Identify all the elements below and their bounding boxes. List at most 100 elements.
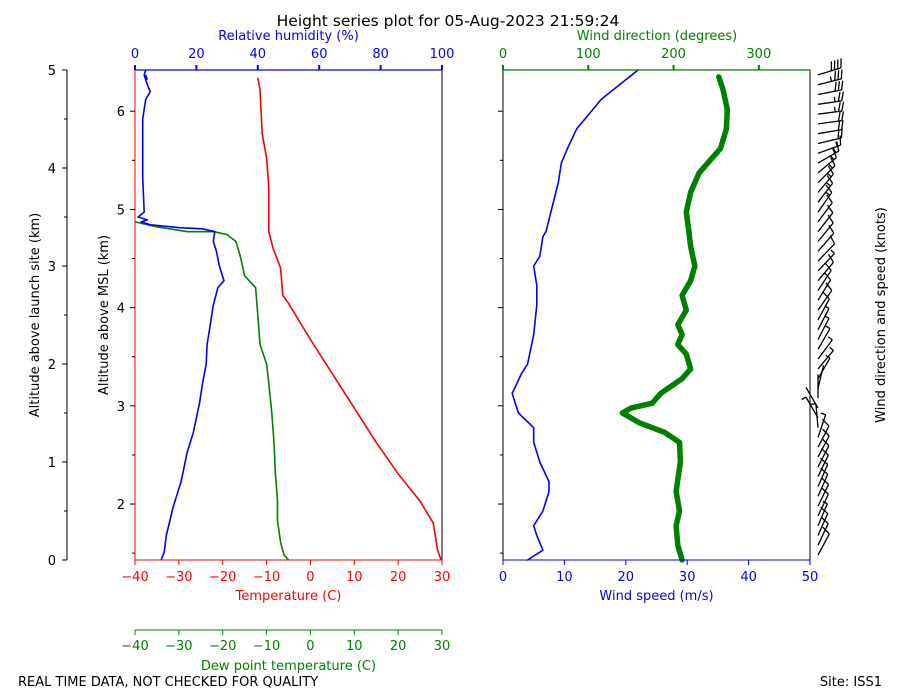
wind-barb <box>817 91 844 105</box>
wind-barb-flag <box>840 80 844 91</box>
wind-barb <box>817 175 834 203</box>
temperature-tick-label: 30 <box>434 570 451 585</box>
series-rh-fragment <box>144 74 149 81</box>
wind-barb-staff <box>817 445 830 468</box>
thermo-series-layer <box>134 69 442 561</box>
wind-barb-flag <box>837 129 840 139</box>
wind-barb <box>817 253 834 282</box>
wind-barb-flag <box>827 214 834 224</box>
wind-barb-flag <box>840 128 843 139</box>
wind-barb-staff <box>817 317 830 340</box>
wind-barb <box>817 101 845 115</box>
wind-barb-flag <box>826 194 833 203</box>
wind-barb-staff <box>817 128 842 135</box>
wind-barb-flag <box>830 157 836 167</box>
wind-barb-half-flag <box>832 148 837 154</box>
wind-barb <box>817 325 831 350</box>
wind-direction-axis-label: Wind direction (degrees) <box>577 29 737 44</box>
dewpoint-tick-label: 20 <box>390 639 407 654</box>
launch-altitude-tick-label: 2 <box>48 358 56 373</box>
series-relative-humidity <box>137 69 225 561</box>
wind-barb-half-flag <box>826 182 831 187</box>
wind-barb-flag <box>841 111 845 121</box>
wind-speed-axis-label: Wind speed (m/s) <box>599 589 713 604</box>
wind-panel: 0 10 20 30 40 50 Wind speed (m/s) 0 100 200 300 Win… <box>498 29 889 604</box>
temperature-tick-label: −40 <box>121 570 148 585</box>
wind-series-layer <box>511 69 731 563</box>
wind-barb-flag <box>840 69 843 79</box>
wind-speed-tick-label: 20 <box>618 570 635 585</box>
humidity-tick-label: 0 <box>131 47 139 62</box>
wind-barb-half-flag <box>835 141 839 147</box>
wind-barb-half-flag <box>827 172 832 178</box>
dewpoint-tick-label: −10 <box>253 639 280 654</box>
wind-barb <box>817 526 830 556</box>
wind-barb-staff <box>817 202 833 223</box>
wind-barb <box>817 412 827 438</box>
wind-barb-staff <box>817 67 842 76</box>
wind-barb <box>817 194 833 223</box>
wind-barb <box>817 346 834 370</box>
wind-barb <box>801 396 819 419</box>
wind-barb <box>817 364 825 389</box>
wind-barb-staff <box>817 435 830 458</box>
wind-barb <box>817 58 842 76</box>
wind-speed-tick-label: 10 <box>556 570 573 585</box>
wind-barb-staff <box>817 484 830 507</box>
wind-barb-staff <box>817 513 829 536</box>
wind-barb-staff <box>817 89 842 96</box>
wind-barb-flag <box>826 175 834 184</box>
wind-barb-staff <box>817 279 832 301</box>
wind-direction-tick-label: 200 <box>661 47 686 62</box>
wind-barb-half-flag <box>830 155 835 161</box>
wind-barb-half-flag <box>829 346 834 352</box>
dewpoint-tick-label: 10 <box>346 639 363 654</box>
series-wind-direction <box>619 74 731 563</box>
wind-barb <box>817 135 842 154</box>
wind-barb <box>817 80 844 96</box>
msl-altitude-tick-label: 5 <box>117 203 125 218</box>
wind-barb-staff <box>817 78 842 86</box>
wind-speed-tick-label: 30 <box>679 570 696 585</box>
wind-barb-staff <box>817 533 830 556</box>
wind-barb-staff <box>817 308 830 331</box>
chart-title: Height series plot for 05-Aug-2023 21:59… <box>277 12 620 30</box>
wind-barb-staff <box>817 137 842 145</box>
humidity-tick-label: 80 <box>372 47 389 62</box>
wind-barb-half-flag <box>828 164 834 169</box>
wind-barb-flag <box>822 291 830 300</box>
temperature-tick-label: −20 <box>209 570 236 585</box>
wind-barb-half-flag <box>827 336 833 341</box>
wind-barb-staff <box>817 503 828 526</box>
wind-barb-flag <box>841 91 844 101</box>
dewpoint-tick-label: −40 <box>121 639 148 654</box>
dewpoint-tick-label: −30 <box>165 639 192 654</box>
wind-speed-tick-label: 50 <box>802 570 819 585</box>
wind-barb-staff <box>817 212 834 233</box>
wind-direction-tick-label: 0 <box>499 47 507 62</box>
wind-barb-staff <box>817 243 836 262</box>
dewpoint-tick-label: 30 <box>434 639 451 654</box>
wind-barb-staff <box>817 414 827 438</box>
launch-altitude-tick-label: 5 <box>48 64 56 79</box>
wind-barb-flag <box>837 102 841 112</box>
wind-barb-half-flag <box>801 396 807 401</box>
temperature-tick-label: −30 <box>165 570 192 585</box>
wind-barb-half-flag <box>820 412 826 416</box>
temperature-axis-label: Temperature (C) <box>235 589 342 604</box>
wind-barb <box>805 386 819 409</box>
wind-barb-flag <box>837 91 841 102</box>
wind-barb-half-flag <box>833 106 836 113</box>
wind-barb-flag <box>827 253 834 263</box>
wind-barb <box>817 262 832 291</box>
wind-barb-flag <box>837 111 841 122</box>
temperature-tick-label: −10 <box>253 570 280 585</box>
dewpoint-tick-label: 0 <box>306 639 314 654</box>
wind-barb-staff <box>817 252 835 272</box>
wind-barb-flag <box>826 204 834 214</box>
wind-barb-staff <box>817 425 830 448</box>
wind-barb-flag <box>834 71 837 81</box>
wind-axes-layer: 0 10 20 30 40 50 Wind speed (m/s) 0 100 200 300 Win… <box>498 29 889 604</box>
